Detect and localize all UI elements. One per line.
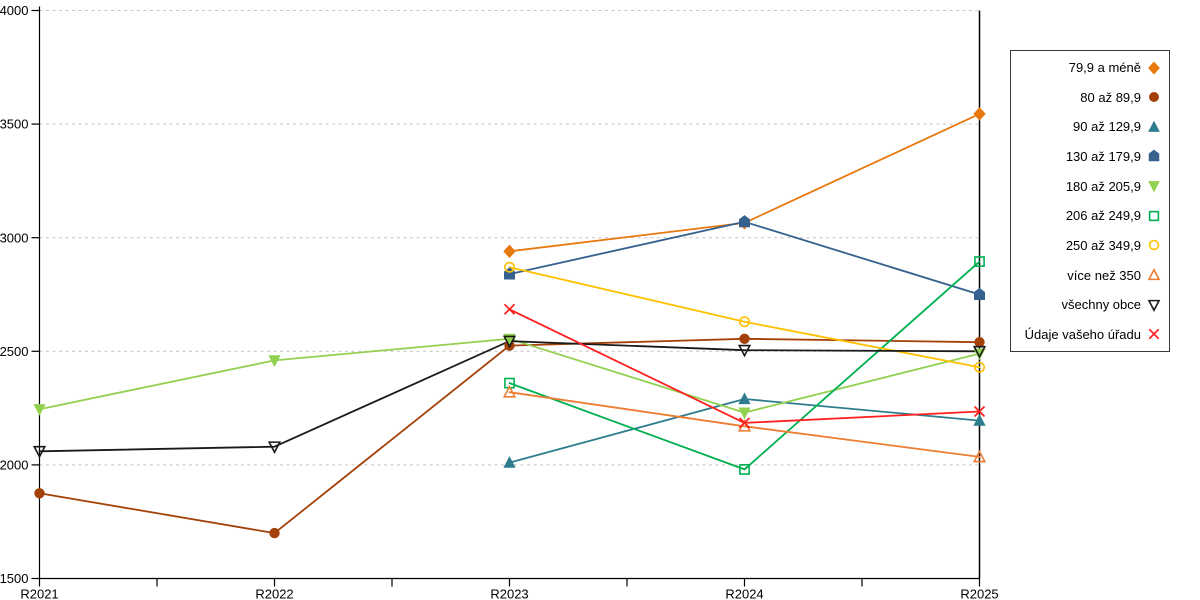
- square-marker-icon: [739, 464, 750, 475]
- triangle-down-marker-icon: [267, 441, 282, 454]
- triangle-up-marker-icon: [973, 414, 986, 426]
- x-tick-label: R2025: [960, 587, 998, 600]
- x-marker-icon: [973, 405, 986, 418]
- triangle-down-marker-icon: [738, 407, 751, 420]
- pentagon-marker-icon: [739, 215, 750, 228]
- y-tick-label: 1500: [0, 571, 29, 586]
- legend-item-label: 90 až 129,9: [1073, 119, 1141, 135]
- diamond-marker-icon: [1148, 61, 1160, 74]
- triangle-down-marker-icon: [268, 355, 281, 367]
- legend-item-label: 130 až 179,9: [1065, 148, 1141, 164]
- legend-item: 250 až 349,9: [1015, 238, 1161, 253]
- diamond-marker-icon: [503, 244, 516, 259]
- circle-marker-icon: [34, 488, 45, 499]
- legend-item: 180 až 205,9: [1015, 179, 1161, 194]
- x-marker-icon: [1148, 329, 1160, 340]
- series-line: [508, 260, 981, 471]
- x-marker-icon: [503, 303, 516, 315]
- legend-item: 90 až 129,9: [1015, 119, 1161, 134]
- triangle-up-marker-icon: [1147, 268, 1161, 281]
- series-line: [508, 266, 981, 369]
- triangle-down-marker-icon: [972, 345, 987, 359]
- circle-marker-icon: [974, 337, 985, 348]
- legend-item: 80 až 89,9: [1015, 90, 1161, 105]
- legend-item-label: 180 až 205,9: [1065, 178, 1141, 194]
- circle-marker-icon: [1149, 92, 1159, 103]
- triangle-down-marker-icon: [737, 344, 752, 358]
- legend-item-label: 79,9 a méně: [1068, 60, 1141, 75]
- circle-marker-icon: [738, 316, 750, 328]
- legend-marker-icon: [1148, 329, 1160, 340]
- triangle-down-marker-icon: [1148, 181, 1160, 193]
- triangle-down-marker-icon: [1147, 299, 1161, 312]
- circle-marker-icon: [503, 261, 515, 273]
- circle-marker-icon: [1148, 240, 1160, 251]
- square-marker-icon: [974, 256, 985, 267]
- legend-item-label: více než 350: [1067, 267, 1141, 283]
- legend-marker-icon: [1148, 61, 1160, 74]
- legend-item: všechny obce: [1015, 297, 1161, 312]
- legend-marker-icon: [1148, 210, 1160, 221]
- circle-marker-icon: [269, 527, 280, 539]
- y-tick-label: 4000: [0, 3, 29, 18]
- series-line: [508, 391, 981, 458]
- legend-marker-icon: [1148, 150, 1160, 162]
- pentagon-marker-icon: [974, 287, 985, 300]
- diamond-marker-icon: [973, 107, 986, 121]
- triangle-up-marker-icon: [972, 449, 987, 463]
- legend-item: více než 350: [1015, 268, 1161, 283]
- y-tick-label: 2000: [0, 457, 29, 472]
- triangle-up-marker-icon: [738, 392, 751, 405]
- x-tick-label: R2021: [20, 587, 58, 600]
- legend-item-label: 206 až 249,9: [1065, 208, 1141, 224]
- circle-marker-icon: [739, 333, 750, 345]
- legend-marker-icon: [1147, 299, 1161, 312]
- legend-marker-icon: [1148, 240, 1160, 251]
- x-tick-label: R2024: [725, 587, 763, 600]
- circle-marker-icon: [973, 361, 985, 373]
- legend-item-label: Údaje vašeho úřadu: [1024, 326, 1141, 342]
- legend-item: 130 až 179,9: [1015, 149, 1161, 164]
- legend-marker-icon: [1147, 268, 1161, 281]
- legend-item: 206 až 249,9: [1015, 208, 1161, 223]
- triangle-up-marker-icon: [502, 384, 517, 398]
- triangle-down-marker-icon: [32, 445, 47, 459]
- triangle-down-marker-icon: [33, 404, 46, 416]
- legend-marker-icon: [1148, 181, 1160, 193]
- triangle-up-marker-icon: [503, 456, 516, 468]
- legend-item: 79,9 a méně: [1015, 60, 1161, 75]
- x-tick-label: R2022: [255, 587, 293, 600]
- legend-marker-icon: [1148, 120, 1160, 132]
- y-tick-label: 3500: [0, 117, 29, 132]
- pentagon-marker-icon: [1148, 150, 1160, 162]
- legend: 79,9 a méně 80 až 89,9 90 až 129,9 130 až 1…: [1010, 50, 1170, 352]
- x-tick-label: R2023: [490, 587, 528, 600]
- series-line: [508, 113, 981, 253]
- y-tick-label: 3000: [0, 230, 29, 245]
- triangle-down-marker-icon: [502, 335, 517, 349]
- legend-item-label: 250 až 349,9: [1065, 237, 1141, 253]
- legend-item-label: všechny obce: [1061, 297, 1142, 313]
- series-line: [38, 337, 981, 534]
- square-marker-icon: [1148, 210, 1160, 221]
- legend-item-label: 80 až 89,9: [1080, 89, 1141, 105]
- triangle-up-marker-icon: [1148, 120, 1160, 132]
- x-marker-icon: [738, 417, 751, 429]
- y-tick-label: 2500: [0, 344, 29, 359]
- legend-marker-icon: [1149, 92, 1159, 103]
- legend-item: Údaje vašeho úřadu: [1015, 327, 1161, 342]
